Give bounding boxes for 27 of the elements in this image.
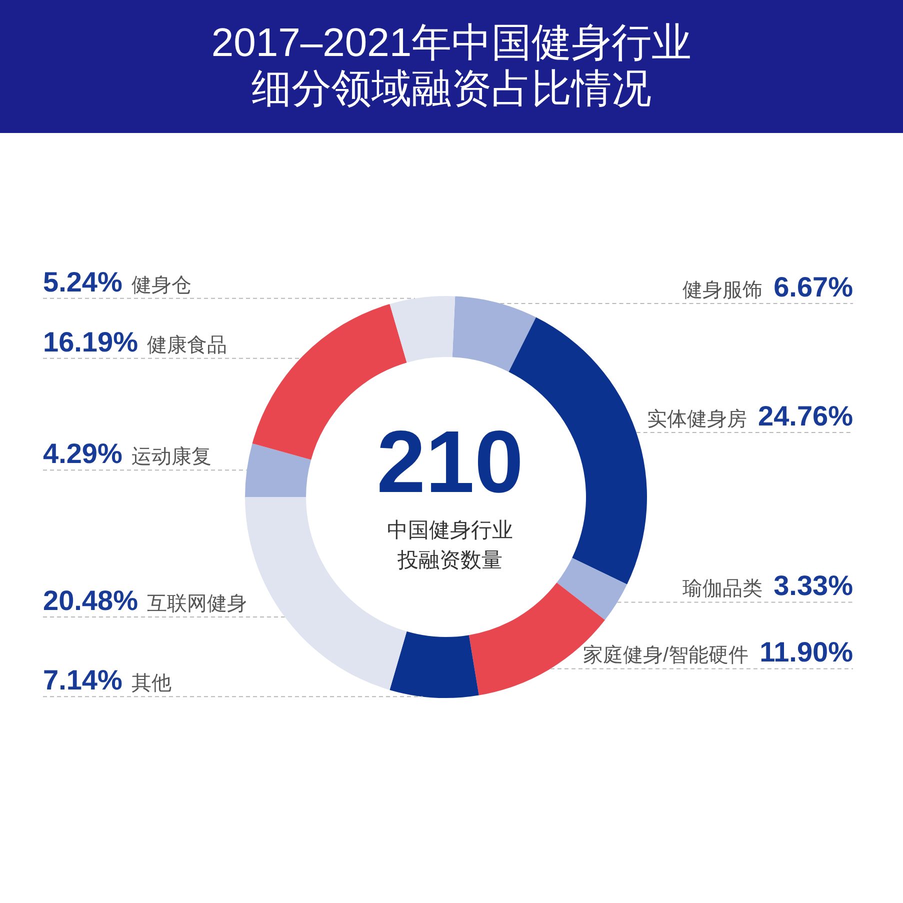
text: 中国健身行业投融资数量 (387, 519, 513, 572)
slice-label: 互联网健身 (146, 592, 247, 615)
donut-slice (452, 296, 536, 372)
data-label: 11.90% (760, 636, 854, 668)
slice-label: 健身服饰 (682, 279, 763, 302)
data-label: 16.19% (43, 326, 138, 358)
slice-label: 健身仓 (131, 274, 192, 296)
donut-slice (390, 631, 479, 698)
data-label: 24.76% (758, 400, 854, 432)
chart-title: 2017–2021年中国健身行业细分领域融资占比情况 (211, 21, 692, 111)
data-label: 20.48% (43, 584, 138, 616)
slice-label: 家庭健身/智能硬件 (583, 644, 749, 667)
donut-slice (390, 296, 456, 363)
slice-label: 运动康复 (131, 446, 212, 468)
donut-slice (468, 582, 605, 696)
data-label: 3.33% (774, 570, 854, 602)
data-label: 5.24% (43, 266, 122, 298)
donut-slice (245, 443, 312, 497)
slice-label: 其他 (131, 672, 172, 695)
donut-slice (556, 558, 628, 620)
data-label: 4.29% (43, 438, 122, 470)
data-label: 6.67% (774, 271, 854, 302)
slice-label: 实体健身房 (647, 408, 748, 430)
slice-label: 健康食品 (146, 334, 227, 356)
data-label: 7.14% (43, 664, 122, 696)
slice-label: 瑜伽品类 (682, 578, 763, 600)
text: 210 (376, 412, 524, 511)
